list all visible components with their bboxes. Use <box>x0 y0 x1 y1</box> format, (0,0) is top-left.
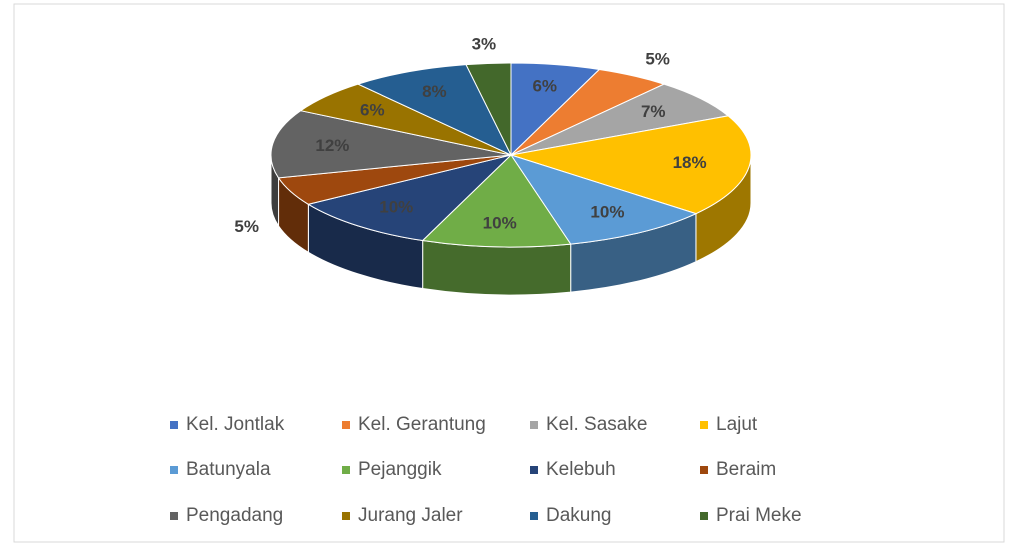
legend-swatch <box>530 421 538 429</box>
legend-swatch <box>170 466 178 474</box>
slice <box>510 83 730 156</box>
data-label: 7% <box>641 102 666 121</box>
legend-swatch <box>170 512 178 520</box>
legend-label: Jurang Jaler <box>358 505 463 526</box>
slice-side <box>422 239 572 296</box>
data-label: 3% <box>472 35 497 54</box>
legend-swatch <box>342 512 350 520</box>
legend-swatch <box>700 512 708 520</box>
legend-label: Pengadang <box>186 505 283 526</box>
data-label: 5% <box>234 217 259 236</box>
slice <box>465 62 512 156</box>
slice <box>510 115 752 215</box>
data-label: 10% <box>379 198 413 217</box>
data-label: 10% <box>590 203 624 222</box>
legend-swatch <box>342 421 350 429</box>
legend-label: Batunyala <box>186 459 271 480</box>
data-label: 6% <box>360 101 385 120</box>
slice <box>307 154 513 242</box>
data-label: 8% <box>422 82 447 101</box>
legend-swatch <box>530 512 538 520</box>
legend-label: Kel. Sasake <box>546 414 647 435</box>
legend-label: Kel. Jontlak <box>186 414 285 435</box>
legend-label: Beraim <box>716 459 776 480</box>
data-label: 18% <box>673 153 707 172</box>
data-label: 5% <box>645 49 670 68</box>
slice <box>356 64 513 157</box>
slice <box>421 154 572 248</box>
legend-label: Dakung <box>546 505 612 526</box>
legend-label: Pejanggik <box>358 459 442 480</box>
legend-swatch <box>700 466 708 474</box>
legend-swatch <box>700 421 708 429</box>
slice <box>270 110 512 179</box>
legend-swatch <box>530 466 538 474</box>
slice <box>509 154 698 245</box>
legend-swatch <box>170 421 178 429</box>
legend-label: Kel. Gerantung <box>358 414 486 435</box>
legend-label: Lajut <box>716 414 758 435</box>
legend-swatch <box>342 466 350 474</box>
legend-label: Prai Meke <box>716 505 802 526</box>
data-label: 10% <box>483 213 517 232</box>
data-label: 6% <box>532 77 557 96</box>
legend-label: Kelebuh <box>546 459 616 480</box>
data-label: 12% <box>315 136 349 155</box>
